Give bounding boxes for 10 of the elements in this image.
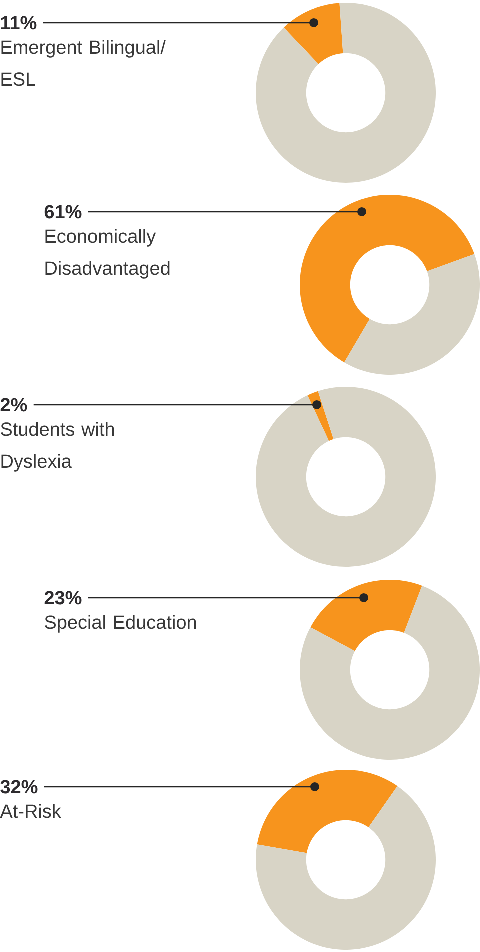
- data-label: 2%: [0, 398, 28, 412]
- slice-label: Special Education: [45, 615, 196, 633]
- slice-label: Economically Disadvantaged: [46, 229, 170, 279]
- data-label: 32%: [0, 780, 38, 794]
- slice-label: At-Risk: [0, 804, 62, 818]
- data-label: 23%: [44, 591, 82, 605]
- data-label: 11%: [1, 16, 37, 30]
- data-label: 61%: [44, 205, 82, 219]
- slice-label: Students with Dyslexia: [1, 422, 114, 472]
- slice-label: Emergent Bilingual/ ESL: [2, 40, 166, 86]
